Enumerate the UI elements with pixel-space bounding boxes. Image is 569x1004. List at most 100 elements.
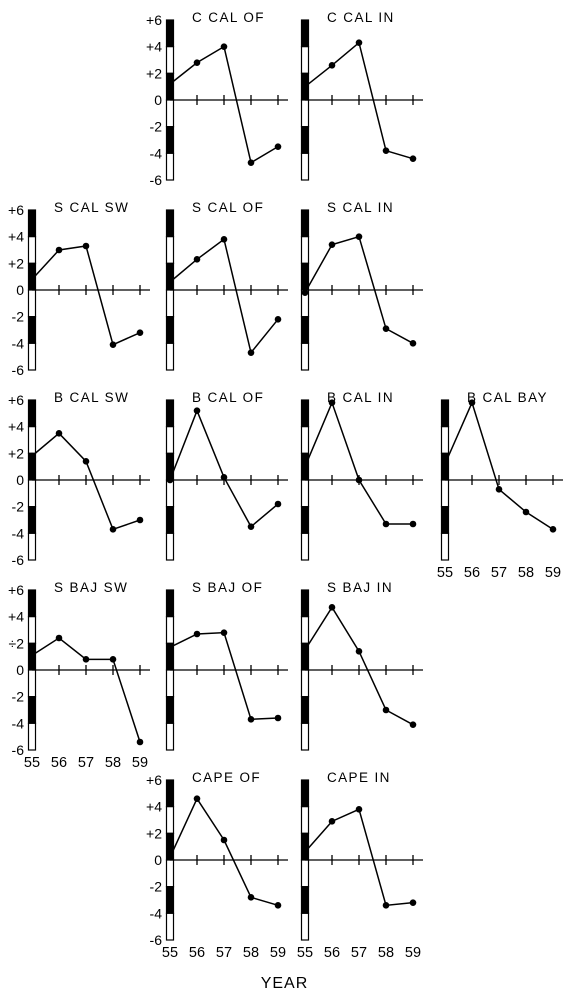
- panel-s-cal-sw: S CAL SW +6 +4 +2 0 -2 -4 -6: [8, 200, 150, 378]
- y-tick-label: +6: [146, 12, 162, 28]
- data-point: [28, 276, 36, 283]
- data-point: [220, 474, 228, 481]
- axis-bar-segment: [27, 696, 37, 724]
- data-point: [382, 147, 390, 154]
- axis-bar-segment: [440, 479, 450, 508]
- data-point: [382, 706, 390, 714]
- data-point: [468, 399, 476, 406]
- axis-bar-segment: [165, 99, 175, 128]
- y-tick-label: +4: [8, 609, 24, 625]
- data-point: [355, 39, 363, 46]
- x-tick-label: 57: [491, 565, 507, 581]
- data-point: [409, 520, 417, 528]
- data-point: [136, 329, 144, 336]
- panel-title: S CAL SW: [54, 200, 129, 215]
- axis-bar-segment: [165, 316, 175, 344]
- y-tick-label: -4: [150, 905, 163, 921]
- x-tick-label: 57: [351, 945, 367, 961]
- data-point: [193, 59, 201, 66]
- y-tick-label: -2: [12, 689, 25, 705]
- data-point: [193, 407, 201, 414]
- data-point: [109, 656, 117, 663]
- data-point: [301, 848, 309, 856]
- axis-bar-segment: [300, 236, 310, 264]
- data-point: [166, 644, 174, 651]
- axis-bar-segment: [165, 426, 175, 454]
- data-point: [495, 486, 503, 493]
- y-tick-label: -2: [150, 119, 163, 135]
- panel-b-cal-bay: B CAL BAY 55 56 57 58 59: [437, 390, 563, 581]
- data-point: [549, 526, 557, 533]
- x-tick-label: 57: [78, 755, 94, 771]
- x-tick-label: 58: [243, 945, 259, 961]
- axis-bar-segment: [300, 19, 310, 48]
- axis-bar-segment: [300, 806, 310, 834]
- axis-bar-segment: [300, 262, 310, 291]
- data-point: [220, 236, 228, 243]
- panel-title: CAPE OF: [192, 770, 261, 785]
- axis-bar-segment: [300, 859, 310, 888]
- data-point: [355, 233, 363, 240]
- axis-bar-segment: [165, 532, 175, 561]
- x-tick-label: 56: [189, 945, 205, 961]
- axis-bar-segment: [165, 912, 175, 941]
- axis-bar-segment: [300, 479, 310, 508]
- y-tick-label: +2: [8, 255, 24, 271]
- axis-bar-segment: [165, 616, 175, 644]
- data-point: [247, 159, 255, 166]
- axis-bar-segment: [27, 209, 37, 238]
- panel-title: CAPE IN: [327, 770, 391, 785]
- data-point: [193, 795, 201, 802]
- x-axis-title: YEAR: [0, 975, 569, 993]
- x-tick-label: 58: [378, 945, 394, 961]
- data-point: [220, 43, 228, 50]
- y-tick-label: +4: [8, 229, 24, 245]
- axis-bar-segment: [165, 289, 175, 318]
- axis-bar-segment: [440, 399, 450, 428]
- data-point: [166, 278, 174, 286]
- y-tick-label: -4: [12, 335, 25, 351]
- data-point: [247, 894, 255, 901]
- panel-title: C CAL IN: [327, 10, 395, 25]
- data-point: [522, 508, 530, 516]
- panel-b-cal-sw: B CAL SW +6 +4 +2 0 -2 -4 -6: [8, 390, 150, 568]
- data-point: [355, 648, 363, 655]
- data-point: [136, 738, 144, 746]
- data-point: [301, 646, 309, 654]
- axis-bar-segment: [165, 806, 175, 834]
- panel-title: S BAJ OF: [192, 580, 263, 595]
- y-tick-label: +4: [8, 419, 24, 435]
- y-tick-label: 0: [16, 662, 24, 678]
- data-point: [109, 526, 117, 533]
- data-point: [274, 316, 282, 323]
- data-point: [247, 523, 255, 530]
- data-point: [382, 902, 390, 909]
- x-tick-label: 58: [518, 565, 534, 581]
- data-point: [82, 458, 90, 465]
- y-tick-label: +6: [8, 392, 24, 408]
- data-point: [409, 721, 417, 728]
- x-tick-label: 58: [105, 755, 121, 771]
- axis-bar-segment: [165, 886, 175, 914]
- axis-bar-segment: [165, 779, 175, 808]
- y-tick-label: +2: [8, 445, 24, 461]
- panel-title: B CAL SW: [54, 390, 129, 405]
- axis-bar-segment: [300, 46, 310, 74]
- x-tick-label: 59: [545, 565, 561, 581]
- panel-s-baj-in: S BAJ IN: [300, 580, 423, 751]
- data-point: [136, 516, 144, 524]
- panel-title: S BAJ SW: [54, 580, 128, 595]
- x-tick-label: 55: [297, 945, 313, 961]
- panel-s-cal-in: S CAL IN: [300, 200, 423, 371]
- data-point: [28, 452, 36, 460]
- axis-bar-segment: [300, 532, 310, 561]
- y-tick-label: 0: [154, 852, 162, 868]
- axis-bar-segment: [300, 152, 310, 181]
- axis-bar-segment: [165, 399, 175, 428]
- x-tick-label: 55: [437, 565, 453, 581]
- y-tick-label: -4: [12, 715, 25, 731]
- axis-bar-segment: [300, 426, 310, 454]
- panel-title: S CAL OF: [192, 200, 264, 215]
- axis-bar-segment: [300, 126, 310, 154]
